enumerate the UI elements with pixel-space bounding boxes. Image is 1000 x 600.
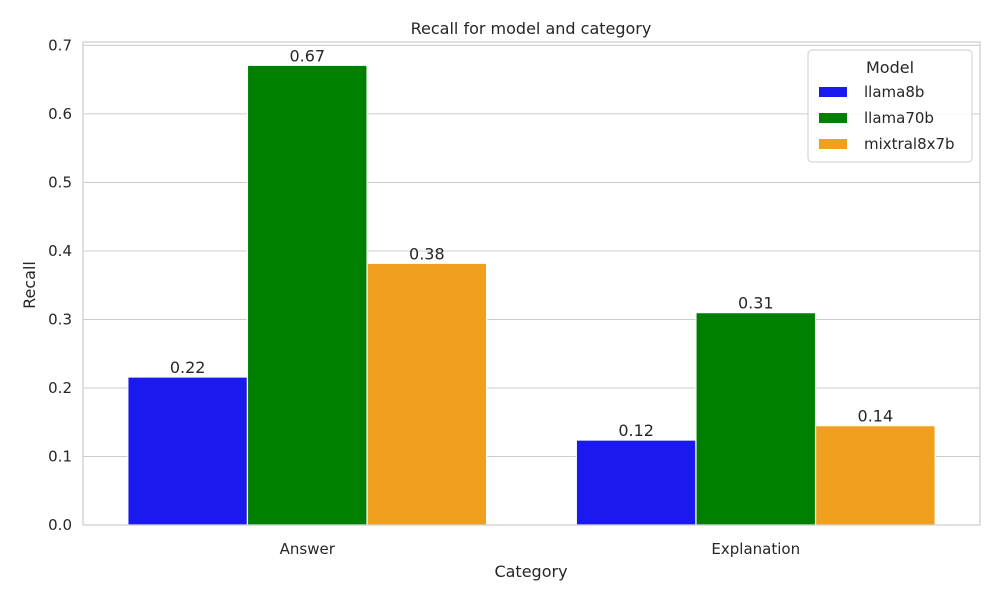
- data-label: 0.67: [289, 46, 325, 65]
- legend-label: mixtral8x7b: [864, 135, 955, 153]
- y-tick-label: 0.6: [48, 105, 72, 123]
- legend-title: Model: [866, 58, 914, 77]
- y-axis-label: Recall: [20, 261, 39, 309]
- x-tick-label: Answer: [280, 540, 336, 558]
- legend-swatch-llama8b: [819, 87, 847, 97]
- bar-llama8b-explanation: [575, 439, 697, 526]
- legend-label: llama70b: [864, 109, 934, 127]
- legend-swatch-mixtral8x7b: [819, 139, 847, 149]
- y-tick-label: 0.1: [48, 447, 72, 465]
- data-labels: 0.22 0.67 0.38 0.12 0.31 0.14: [170, 46, 893, 440]
- plot-frame: [82, 41, 981, 526]
- y-tick-label: 0.7: [48, 36, 72, 54]
- legend-swatch-llama70b: [819, 113, 847, 123]
- y-tick-label: 0.0: [48, 516, 72, 534]
- x-axis-label: Category: [494, 562, 567, 581]
- y-tick-label: 0.5: [48, 173, 72, 191]
- y-tick-label: 0.4: [48, 242, 72, 260]
- legend-items: llama8b llama70b mixtral8x7b: [819, 83, 955, 153]
- bar-llama70b-answer: [246, 64, 368, 526]
- chart-title: Recall for model and category: [411, 19, 652, 38]
- legend-label: llama8b: [864, 83, 924, 101]
- bar-llama8b-answer: [127, 376, 249, 526]
- tick-labels: 0.0 0.1 0.2 0.3 0.4 0.5 0.6 0.7 Answer Explanatio…: [48, 36, 800, 558]
- data-label: 0.38: [409, 244, 445, 263]
- bars: [127, 64, 936, 526]
- bar-llama70b-explanation: [695, 312, 817, 526]
- x-tick-label: Explanation: [711, 540, 800, 558]
- y-tick-label: 0.2: [48, 379, 72, 397]
- y-tick-label: 0.3: [48, 310, 72, 328]
- data-label: 0.22: [170, 358, 206, 377]
- data-label: 0.12: [618, 421, 654, 440]
- data-label: 0.14: [858, 407, 894, 426]
- bar-mixtral8x7b-explanation: [814, 425, 936, 526]
- legend-box: [807, 49, 973, 163]
- legend: Model llama8b llama70b mixtral8x7b: [807, 49, 973, 163]
- bar-mixtral8x7b-answer: [366, 262, 488, 526]
- data-label: 0.31: [738, 294, 774, 313]
